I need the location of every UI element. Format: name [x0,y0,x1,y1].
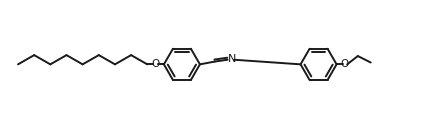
Text: O: O [151,59,160,69]
Text: O: O [341,59,349,69]
Text: N: N [227,54,236,64]
